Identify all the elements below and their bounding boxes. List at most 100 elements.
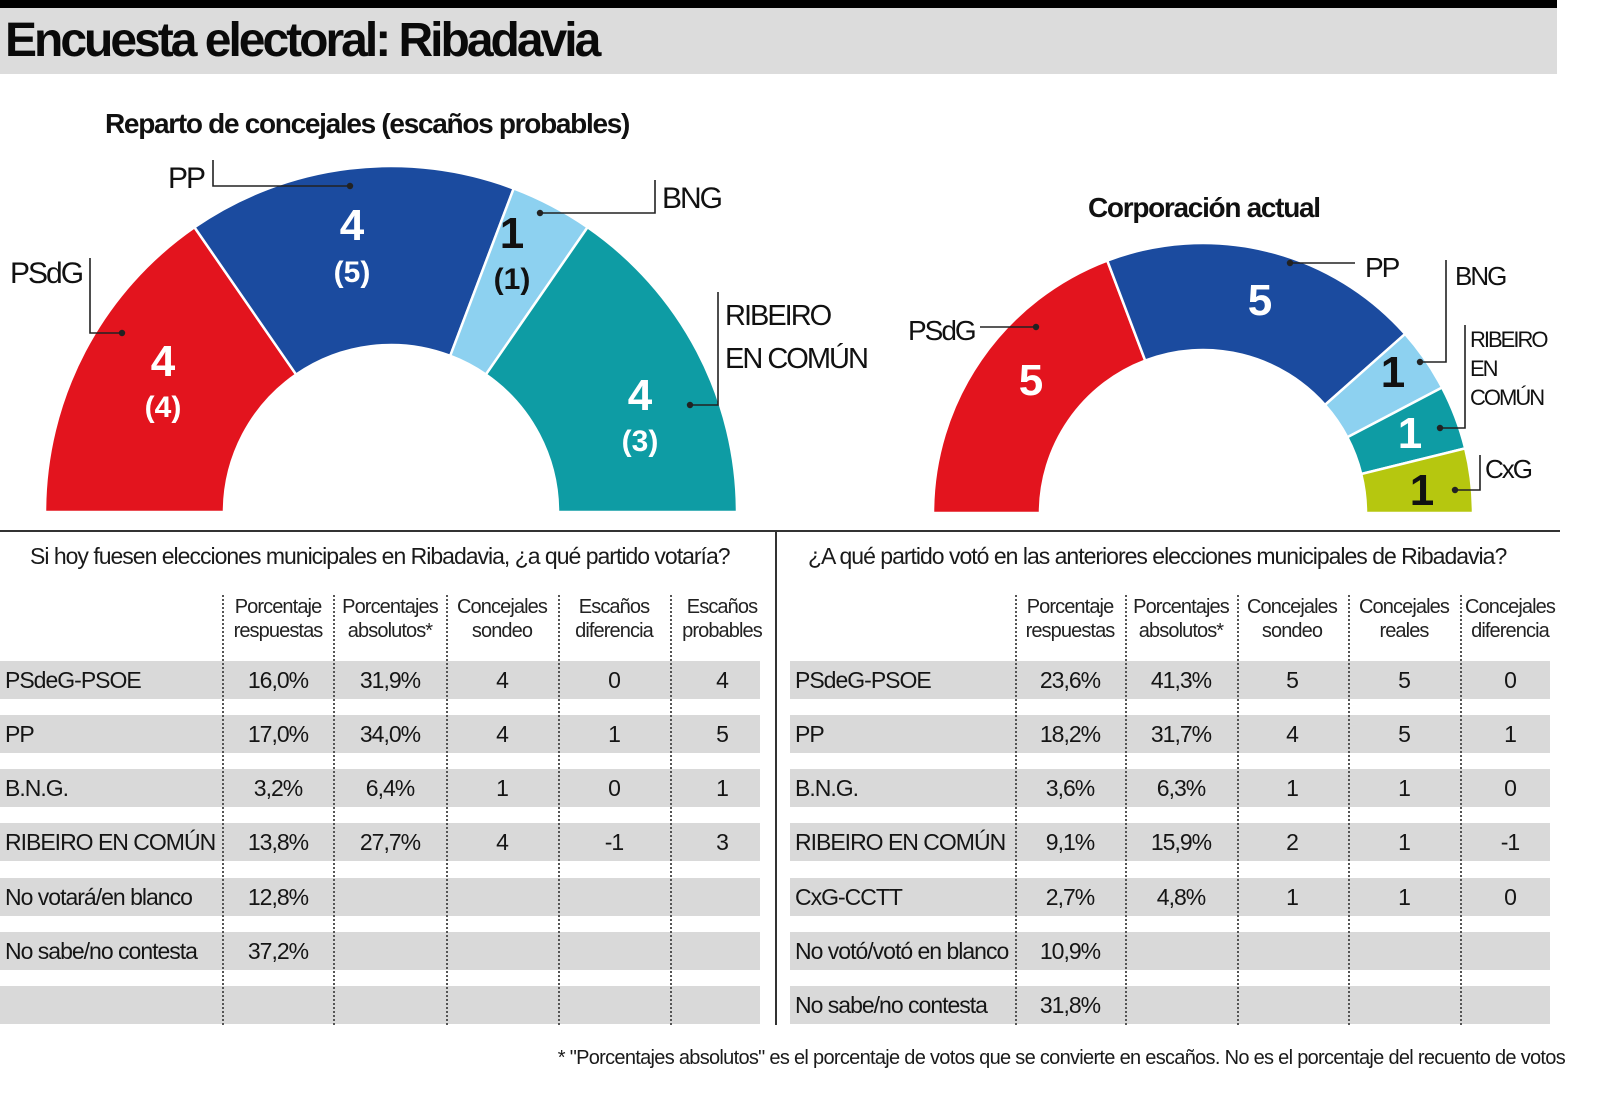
value-cell: 34,0% [359, 721, 421, 747]
leader-dot-bng [536, 209, 544, 217]
seat-count-psdg: 4 [151, 337, 176, 386]
seat-count-bng: 1 [1381, 348, 1405, 397]
row-label: PP [5, 721, 35, 747]
section-divider-vertical [775, 531, 777, 1025]
column-separator [558, 595, 560, 1025]
value-cell: 13,8% [247, 829, 309, 855]
leader-line-ribeiro-en-comun [1440, 325, 1466, 429]
column-header-line: respuestas [233, 620, 324, 642]
leader-dot-psdg [118, 329, 126, 337]
table-row [790, 661, 1550, 699]
value-cell: 1 [716, 775, 729, 801]
segment-psdg [931, 258, 1147, 515]
value-cell: 1 [1504, 721, 1517, 747]
column-header-line: absolutos* [347, 620, 433, 642]
column-header: Concejales reales [1350, 595, 1458, 643]
value-cell: 31,7% [1150, 721, 1212, 747]
value-cell: 5 [1286, 667, 1299, 693]
previous-seats-value: 5 [344, 256, 361, 289]
leader-line-bng [1420, 260, 1447, 363]
value-cell: -1 [1500, 829, 1520, 855]
seat-chart-2: Corporación actual 5 PSdG 5 PP 1 BNG 1 RIBEIRO EN… [908, 192, 1550, 515]
column-header-line: probables [682, 620, 763, 642]
seat-chart-1: Reparto de concejales (escaños probables… [10, 108, 869, 514]
value-cell: 0 [1504, 884, 1517, 910]
row-label: PSdeG-PSOE [5, 667, 142, 693]
value-cell: 31,9% [359, 667, 421, 693]
seat-count-bng: 1 [500, 209, 524, 258]
row-label: No votará/en blanco [5, 884, 193, 910]
table-row [790, 986, 1550, 1024]
party-label-ribeiro-en-comun: EN COMÚN [725, 342, 867, 375]
seat-count-cxg: 1 [1410, 466, 1434, 515]
value-cell: 5 [716, 721, 729, 747]
table-question: ¿A qué partido votó en las anteriores el… [808, 543, 1507, 569]
value-cell: 12,8% [247, 884, 309, 910]
segment-psdg [43, 225, 298, 514]
row-label: No sabe/no contesta [5, 938, 198, 964]
column-header: Porcentaje respuestas [1016, 595, 1124, 643]
column-header-line: respuestas [1025, 620, 1116, 642]
column-header-line: Concejales [457, 596, 548, 618]
column-header-line: Concejales [1247, 596, 1338, 618]
column-header-line: Concejales [1359, 596, 1450, 618]
value-cell: 1 [1286, 775, 1299, 801]
column-header-line: Porcentaje [1026, 596, 1115, 618]
leader-line-pp [212, 160, 350, 187]
value-cell: 1 [608, 721, 621, 747]
value-cell: 4 [496, 667, 509, 693]
column-header: Porcentaje respuestas [224, 595, 332, 643]
column-header-line: Escaños [686, 596, 758, 618]
value-cell: 37,2% [247, 938, 309, 964]
value-cell: 41,3% [1150, 667, 1212, 693]
table-row [0, 932, 760, 970]
previous-seats-psdg: (4) [145, 391, 182, 424]
previous-seats-value: 1 [504, 263, 521, 296]
table-row [0, 878, 760, 916]
column-separator [1460, 595, 1462, 1025]
seat-count-ribeiro-en-comun: 1 [1398, 409, 1422, 458]
previous-seats-value: 3 [632, 425, 649, 458]
section-divider-horizontal [0, 530, 1560, 532]
leader-dot-psdg [1032, 323, 1040, 331]
row-label: No votó/votó en blanco [795, 938, 1009, 964]
row-label: B.N.G. [5, 775, 69, 801]
table-row [790, 878, 1550, 916]
seat-count-psdg: 5 [1019, 356, 1043, 405]
value-cell: -1 [604, 829, 624, 855]
table-row [790, 932, 1550, 970]
column-header-line: Escaños [578, 596, 650, 618]
column-header: Concejales sondeo [448, 595, 556, 643]
chart-title: Corporación actual [1088, 192, 1320, 223]
row-label: B.N.G. [795, 775, 859, 801]
value-cell: 18,2% [1039, 721, 1101, 747]
previous-seats-pp: (5) [334, 256, 371, 289]
column-header-line: sondeo [1261, 620, 1323, 642]
row-label: CxG-CCTT [795, 884, 903, 910]
column-header-line: Porcentaje [234, 596, 323, 618]
seat-count-ribeiro-en-comun: 4 [628, 371, 653, 420]
value-cell: 4 [496, 721, 509, 747]
value-cell: 1 [496, 775, 509, 801]
value-cell: 0 [608, 775, 621, 801]
leader-line-ribeiro-en-comun [690, 292, 719, 406]
leader-dot-bng [1416, 358, 1424, 366]
value-cell: 5 [1398, 721, 1411, 747]
column-header: Porcentajes absolutos* [1127, 595, 1235, 643]
footnote: * "Porcentajes absolutos" es el porcenta… [557, 1047, 1566, 1069]
seat-charts: Reparto de concejales (escaños probables… [10, 108, 1550, 515]
column-header: Escaños diferencia [560, 595, 668, 643]
leader-dot-pp [1286, 259, 1294, 267]
header-band [0, 8, 1557, 74]
segment-pp [192, 164, 516, 377]
column-header-line: absolutos* [1138, 620, 1224, 642]
table-row [0, 823, 760, 861]
value-cell: 0 [608, 667, 621, 693]
previous-seats-value: 4 [155, 391, 172, 424]
leader-dot-ribeiro-en-comun [1436, 424, 1444, 432]
party-label-bng: BNG [662, 182, 722, 215]
column-header-line: sondeo [471, 620, 533, 642]
value-cell: 27,7% [359, 829, 421, 855]
value-cell: 3,2% [253, 775, 303, 801]
party-label-pp: PP [1365, 252, 1400, 283]
